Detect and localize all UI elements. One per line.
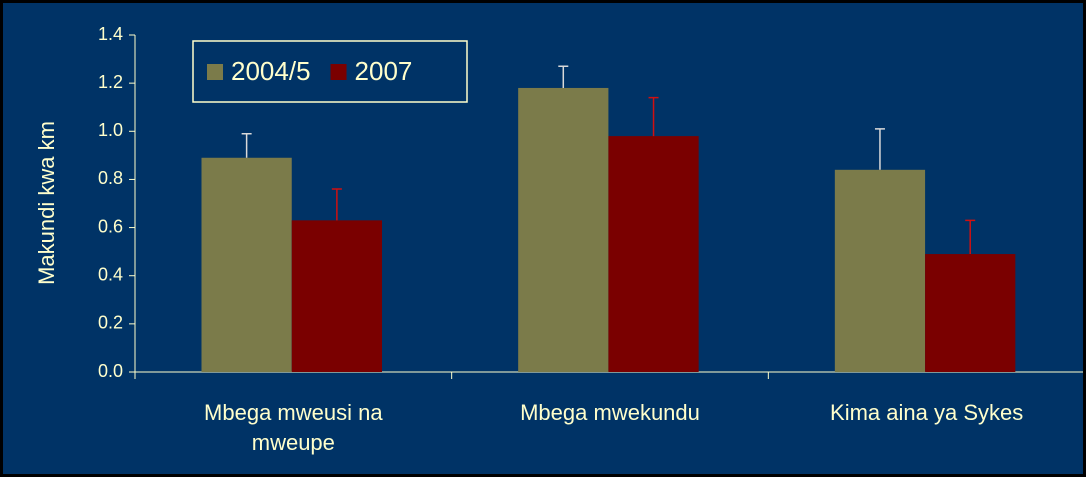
x-tick-label: Kima aina ya Sykes [830, 400, 1024, 425]
legend-swatch [330, 64, 347, 80]
y-tick-label: 1.4 [98, 24, 123, 44]
plot: Makundi kwa km 0.0 0.2 0.4 0.6 0.8 1.0 1.2 1.4 2… [34, 24, 1083, 381]
y-tick-label: 0.6 [98, 216, 123, 236]
y-tick-label: 1.0 [98, 120, 123, 140]
legend-label: 2004/5 [231, 56, 311, 86]
legend-swatch [207, 64, 223, 80]
error-bar [874, 128, 885, 170]
error-bar [965, 219, 976, 255]
error-bar [331, 188, 342, 221]
bar [291, 220, 382, 372]
x-tick-label: Mbega mwekundu [520, 400, 700, 425]
error-bar [241, 132, 252, 158]
y-tick-label: 0.2 [98, 313, 123, 333]
bar [834, 169, 926, 372]
bar [518, 87, 609, 372]
error-bar [558, 65, 569, 88]
error-bar [648, 96, 659, 137]
bar [608, 136, 699, 372]
y-tick-label: 1.2 [98, 72, 123, 92]
legend-box [192, 40, 468, 103]
y-axis-title: Makundi kwa km [34, 121, 59, 285]
bar [201, 157, 292, 372]
bar [925, 254, 1016, 372]
y-tick-label: 0.4 [98, 264, 123, 284]
y-tick-label: 0.0 [98, 361, 123, 381]
x-tick-label: Mbega mweusi na mweupe [204, 400, 383, 455]
y-tick-label: 0.8 [98, 168, 123, 188]
legend-label: 2007 [355, 56, 413, 86]
